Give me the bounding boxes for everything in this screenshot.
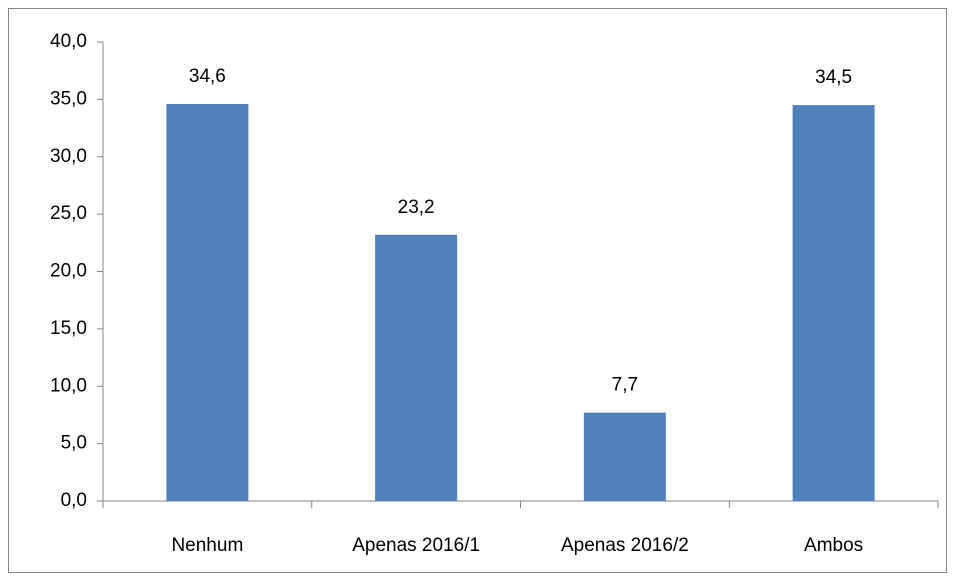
- x-tick-label: Ambos: [804, 535, 863, 556]
- x-tick-label: Apenas 2016/2: [561, 535, 689, 556]
- chart-frame: [8, 8, 947, 573]
- bar: [792, 105, 875, 502]
- y-tick-label: 30,0: [50, 146, 87, 167]
- x-tick-label: Apenas 2016/1: [352, 535, 480, 556]
- y-tick-label: 20,0: [50, 261, 87, 282]
- data-label: 34,5: [815, 67, 852, 88]
- bar: [583, 412, 666, 501]
- bar: [166, 103, 249, 501]
- y-tick-label: 40,0: [50, 31, 87, 52]
- y-tick-label: 0,0: [61, 490, 87, 511]
- y-tick-label: 15,0: [50, 318, 87, 339]
- x-tick-label: Nenhum: [171, 535, 243, 556]
- y-tick-label: 35,0: [50, 88, 87, 109]
- data-label: 23,2: [398, 197, 435, 218]
- data-label: 34,6: [189, 66, 226, 87]
- y-tick-label: 10,0: [50, 375, 87, 396]
- bar: [375, 234, 458, 501]
- data-label: 7,7: [612, 375, 638, 396]
- y-tick-label: 25,0: [50, 203, 87, 224]
- y-tick-label: 5,0: [61, 433, 87, 454]
